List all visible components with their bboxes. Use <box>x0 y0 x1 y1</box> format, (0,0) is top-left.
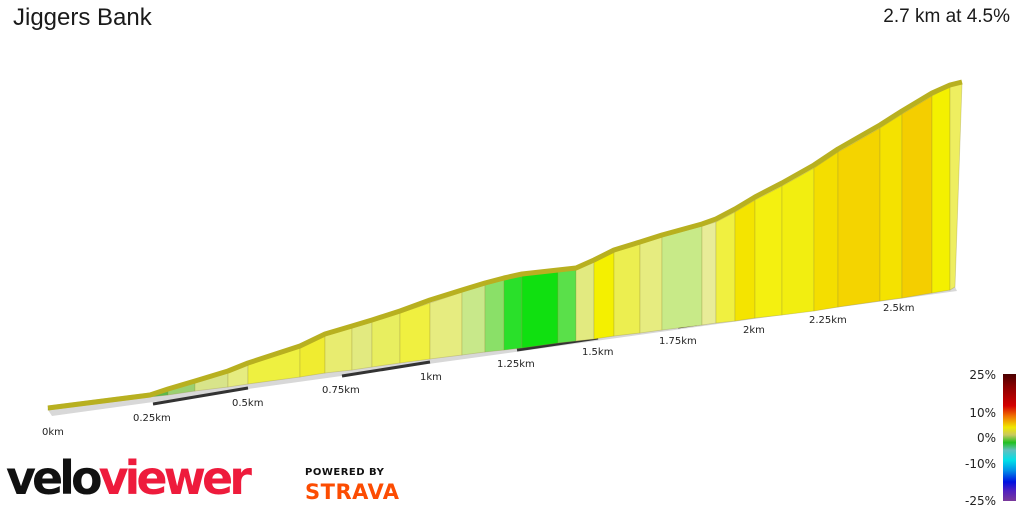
powered-by-label: POWERED BY <box>305 467 385 478</box>
legend-label-minus25: -25% <box>964 494 996 508</box>
logo-velo: velo <box>6 451 103 505</box>
tick-2.25km: 2.25km <box>809 315 847 326</box>
tick-1.75km: 1.75km <box>659 336 697 347</box>
legend-label-10: 10% <box>969 406 996 420</box>
tick-1.25km: 1.25km <box>497 359 535 370</box>
distance-labels: 0km 0.25km 0.5km 0.75km 1km 1.25km 1.5km… <box>42 303 914 438</box>
tick-0.75km: 0.75km <box>322 385 360 396</box>
legend-label-minus10: -10% <box>964 457 996 471</box>
veloviewer-logo: veloviewer <box>6 451 252 505</box>
tick-2.5km: 2.5km <box>883 303 914 314</box>
strava-logo: STRAVA <box>305 480 400 504</box>
segment-summary: 2.7 km at 4.5% <box>883 6 1010 27</box>
legend-label-0: 0% <box>976 431 996 445</box>
profile-ridge <box>47 79 963 411</box>
tick-0km: 0km <box>42 427 64 438</box>
logo-viewer: viewer <box>98 451 252 505</box>
tick-0.25km: 0.25km <box>133 413 171 424</box>
legend-label-25: 25% <box>969 368 996 382</box>
tick-2km: 2km <box>743 325 765 336</box>
tick-0.5km: 0.5km <box>232 398 263 409</box>
tick-1km: 1km <box>420 372 442 383</box>
tick-1.5km: 1.5km <box>582 347 613 358</box>
gradient-legend: 25% 10% 0% -10% -25% <box>960 368 1024 508</box>
segment-title: Jiggers Bank <box>13 4 152 31</box>
gradient-color-bar <box>1003 374 1016 501</box>
